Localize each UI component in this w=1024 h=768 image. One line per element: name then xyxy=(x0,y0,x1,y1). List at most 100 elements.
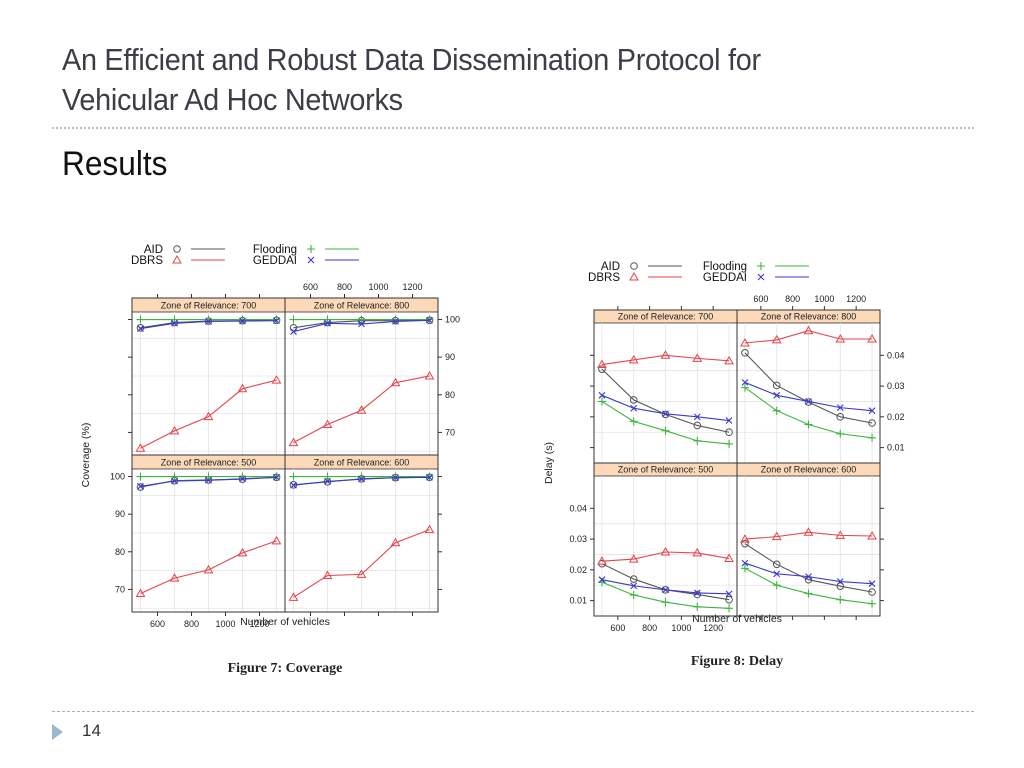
series-dbrs xyxy=(597,350,734,369)
data-point-dbrs xyxy=(169,573,180,582)
panel-zone-of-relevance-800: Zone of Relevance: 800 xyxy=(284,297,439,455)
data-point-dbrs xyxy=(867,333,877,343)
data-point-aid xyxy=(629,396,638,404)
panel-strip-label: Zone of Relevance: 700 xyxy=(618,312,714,322)
data-point-dbrs xyxy=(288,592,299,601)
series-dbrs xyxy=(288,524,435,601)
x-tick-label: 800 xyxy=(337,282,352,292)
y-tick-label: 0.04 xyxy=(569,503,587,513)
data-point-geddai xyxy=(426,473,433,481)
data-point-geddai xyxy=(805,398,812,405)
data-point-dbrs xyxy=(803,325,814,335)
data-point-dbrs xyxy=(237,383,248,393)
data-point-dbrs xyxy=(835,530,846,539)
series-aid xyxy=(741,539,876,596)
figure-caption: Figure 7: Coverage xyxy=(228,661,343,676)
series-geddai xyxy=(741,559,876,588)
data-point-geddai xyxy=(725,417,733,424)
data-point-flooding xyxy=(357,315,366,324)
y-axis: 0.01 0.01 0.02 0.02 0.03 0.03 0.04 0.04 xyxy=(569,350,904,605)
y-tick-label: 0.01 xyxy=(569,596,587,606)
slide-title: An Efficient and Robust Data Disseminati… xyxy=(62,40,899,120)
footer-divider xyxy=(52,711,974,712)
slide-title-line-1: An Efficient and Robust Data Disseminati… xyxy=(62,42,761,77)
legend-item-aid: AID xyxy=(601,261,682,273)
series-line-dbrs xyxy=(140,379,277,449)
x-tick-label: 600 xyxy=(303,282,318,292)
x-tick-label: 800 xyxy=(785,294,800,304)
legend-label: Flooding xyxy=(703,261,747,273)
series-line-dbrs xyxy=(744,330,873,344)
legend-marker-circle xyxy=(173,245,181,253)
data-point-aid xyxy=(868,588,876,596)
x-axis: 600 600 800 800 1000 1000 1200 1200 xyxy=(610,294,866,633)
panel-zone-of-relevance-800: Zone of Relevance: 800 xyxy=(736,309,881,463)
legend-label: AID xyxy=(144,244,163,256)
data-point-geddai xyxy=(693,589,701,597)
data-point-flooding xyxy=(629,417,638,426)
series-line-dbrs xyxy=(293,375,430,444)
data-point-geddai xyxy=(171,477,178,485)
data-point-flooding xyxy=(772,581,781,590)
series-flooding xyxy=(597,397,734,448)
data-point-dbrs xyxy=(692,353,703,362)
panel-strip-label: Zone of Relevance: 500 xyxy=(618,465,714,475)
legend-marker-plus xyxy=(307,245,315,253)
data-point-flooding xyxy=(868,433,877,442)
data-point-flooding xyxy=(629,591,638,600)
series-geddai xyxy=(741,378,876,415)
panel-strip-label: Zone of Relevance: 600 xyxy=(314,458,410,468)
series-geddai xyxy=(598,391,733,424)
data-point-geddai xyxy=(392,318,399,325)
data-point-flooding xyxy=(804,420,813,429)
panel-zone-of-relevance-600: Zone of Relevance: 600 xyxy=(736,462,881,616)
panel-strip-label: Zone of Relevance: 500 xyxy=(161,458,257,468)
data-point-geddai xyxy=(324,478,331,485)
page-number: 14 xyxy=(82,721,101,740)
data-point-dbrs xyxy=(390,377,401,387)
data-point-geddai xyxy=(630,404,638,412)
bullet-arrow-icon xyxy=(52,724,63,740)
data-point-geddai xyxy=(290,328,297,335)
data-point-dbrs xyxy=(203,564,214,574)
series-line-dbrs xyxy=(744,531,873,540)
x-tick-label: 800 xyxy=(642,623,657,633)
data-point-dbrs xyxy=(288,437,299,447)
series-dbrs xyxy=(135,375,282,452)
data-point-dbrs xyxy=(660,350,671,359)
y-tick-label: 0.04 xyxy=(887,350,905,360)
series-flooding xyxy=(136,472,281,481)
series-flooding xyxy=(740,564,877,608)
data-point-geddai xyxy=(662,586,669,594)
data-point-dbrs xyxy=(597,359,607,369)
series-geddai xyxy=(290,316,433,335)
data-point-dbrs xyxy=(424,524,435,534)
data-point-geddai xyxy=(868,407,876,415)
data-point-flooding xyxy=(136,315,145,324)
panel-strip-label: Zone of Relevance: 700 xyxy=(161,301,257,311)
data-point-geddai xyxy=(137,325,144,332)
legend-item-aid: AID xyxy=(144,244,225,256)
series-line-dbrs xyxy=(293,529,430,598)
data-point-geddai xyxy=(137,482,144,490)
y-tick-label: 90 xyxy=(445,352,455,362)
y-tick-label: 0.03 xyxy=(887,381,905,391)
data-point-geddai xyxy=(868,580,876,588)
legend-marker-triangle xyxy=(172,254,182,264)
series-dbrs xyxy=(597,546,734,565)
data-point-geddai xyxy=(598,576,606,584)
data-point-flooding xyxy=(725,604,734,613)
y-axis: 70 70 80 80 90 90 100 100 xyxy=(110,315,460,595)
y-tick-label: 0.01 xyxy=(887,443,905,453)
data-point-flooding xyxy=(323,472,332,481)
legend-marker-plus xyxy=(757,262,765,270)
x-axis-label: Number of vehicles xyxy=(692,613,782,625)
legend-marker-cross xyxy=(307,256,315,264)
data-point-aid xyxy=(136,483,145,491)
x-tick-label: 1000 xyxy=(215,619,235,629)
panel-zone-of-relevance-700: Zone of Relevance: 700 xyxy=(131,297,286,455)
y-tick-label: 70 xyxy=(445,427,455,437)
